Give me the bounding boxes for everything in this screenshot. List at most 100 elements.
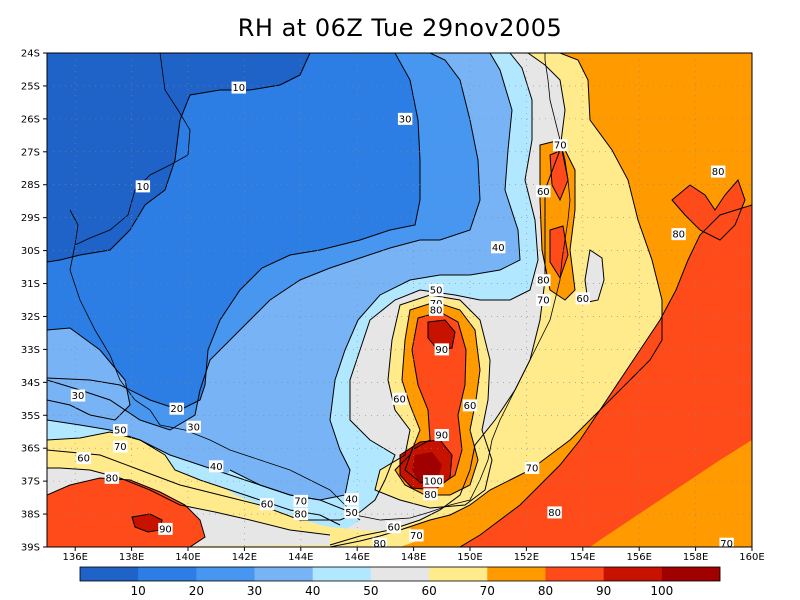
contour-label: 70: [720, 539, 733, 550]
x-tick-label: 142E: [232, 552, 257, 563]
y-tick-label: 36S: [21, 444, 40, 455]
y-tick-label: 38S: [21, 510, 40, 521]
contour-label: 70: [114, 442, 127, 453]
contour-label-bg: [547, 506, 562, 519]
contour-label-bg: [536, 274, 551, 287]
contour-line: [539, 139, 576, 301]
x-tick-label: 148E: [401, 552, 426, 563]
contour-label-bg: [135, 180, 151, 193]
colorbar-label: 90: [596, 584, 611, 598]
y-tick-label: 39S: [21, 543, 40, 554]
colorbar-swatch: [370, 567, 430, 581]
contour-label-bg: [186, 420, 201, 433]
contour-label-bg: [386, 521, 402, 534]
contour-label-bg: [428, 284, 444, 297]
contour-label-bg: [423, 488, 438, 501]
contour-label-bg: [231, 81, 246, 94]
contour-label: 40: [345, 495, 358, 506]
contour-line: [47, 53, 539, 521]
contour-label: 80: [672, 230, 685, 241]
y-tick-label: 24S: [21, 49, 40, 60]
band-100: [428, 320, 455, 350]
contour-label: 70: [294, 496, 307, 507]
contour-label-bg: [344, 493, 359, 506]
contour-label-bg: [209, 460, 224, 473]
y-tick-label: 28S: [21, 180, 40, 191]
contour-label-bg: [76, 452, 91, 465]
contour-label-bg: [710, 165, 726, 178]
contour-line: [549, 225, 569, 280]
contour-label: 50: [114, 426, 127, 437]
colorbar-frame: [79, 566, 721, 582]
x-tick-label: 160E: [739, 552, 764, 563]
y-tick-label: 35S: [21, 411, 40, 422]
contour-label-bg: [397, 112, 413, 125]
band-80-90: [550, 226, 568, 278]
colorbar-swatch: [80, 567, 139, 581]
contour-label: 10: [232, 83, 245, 94]
contour-label-bg: [423, 475, 444, 488]
contour-label-bg: [409, 529, 424, 542]
y-tick-label: 31S: [21, 279, 40, 290]
contour-label-bg: [113, 424, 128, 437]
colorbar-label: 30: [247, 584, 262, 598]
y-tick-label: 32S: [21, 312, 40, 323]
contour-label-bg: [70, 389, 86, 402]
x-tick-label: 138E: [119, 552, 144, 563]
contour-label: 60: [537, 187, 550, 198]
colorbar-label: 70: [480, 584, 495, 598]
contour-label-bg: [392, 392, 407, 405]
colorbar-swatch: [138, 567, 197, 581]
band-80-90: [460, 205, 752, 547]
contour-label: 70: [410, 531, 423, 542]
contour-line: [47, 53, 481, 431]
contour-line: [427, 319, 456, 351]
contour-label: 90: [159, 524, 172, 535]
contour-label-bg: [524, 461, 540, 474]
contour-label: 30: [187, 422, 200, 433]
contour-label-bg: [104, 471, 120, 484]
contour-label: 60: [393, 394, 406, 405]
contour-label: 80: [430, 305, 443, 316]
x-tick-label: 144E: [288, 552, 313, 563]
contour-label-bg: [169, 402, 184, 415]
colorbar-label: 10: [131, 584, 146, 598]
contour-line: [459, 204, 752, 547]
band-50-60: [585, 250, 604, 302]
contour-label: 60: [576, 294, 589, 305]
contour-label-bg: [671, 228, 686, 241]
colorbar-label: 60: [421, 584, 436, 598]
contour-label-bg: [293, 494, 308, 507]
plot-frame: [46, 52, 753, 548]
contour-label: 50: [430, 286, 443, 297]
contour-line: [47, 53, 311, 263]
contour-line: [47, 327, 131, 421]
y-tick-label: 33S: [21, 345, 40, 356]
x-tick-label: 154E: [570, 552, 595, 563]
band-40-50: [220, 470, 360, 530]
contour-label-bg: [113, 440, 128, 453]
contour-label: 50: [345, 508, 358, 519]
contour-label: 30: [399, 114, 412, 125]
colorbar-swatch: [487, 567, 546, 581]
y-tick-label: 29S: [21, 213, 40, 224]
colorbar-label: 100: [650, 584, 673, 598]
x-tick-label: 146E: [344, 552, 369, 563]
contour-label: 60: [464, 401, 477, 412]
contour-line: [47, 53, 421, 411]
contour-label-bg: [462, 399, 478, 412]
colorbar: 10 20 30 40 50 60 70 80 90 100: [79, 566, 721, 598]
contour-label: 90: [435, 431, 448, 442]
contour-label: 100: [424, 477, 443, 488]
x-tick-label: 156E: [626, 552, 651, 563]
contour-label: 10: [137, 182, 150, 193]
chart-title: RH at 06Z Tue 29nov2005: [237, 14, 563, 42]
contour-label-bg: [344, 506, 359, 519]
contour-line: [399, 439, 453, 491]
band-30-40: [47, 328, 130, 420]
contour-line: [671, 179, 746, 241]
colorbar-label: 20: [189, 584, 204, 598]
contour-label: 80: [537, 276, 550, 287]
contour-label-bg: [259, 498, 275, 511]
